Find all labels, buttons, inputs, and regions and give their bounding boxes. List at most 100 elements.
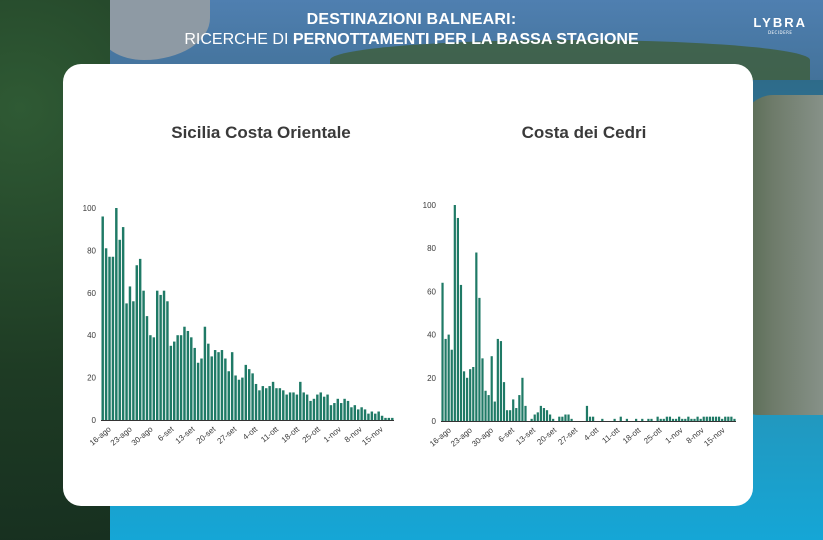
page-header: DESTINAZIONI BALNEARI: RICERCHE DI PERNO…	[0, 10, 823, 50]
chart-2-title: Costa dei Cedri	[522, 123, 647, 142]
chart-2-bar	[459, 284, 463, 421]
chart-1-xtick-label: 23-ago	[109, 424, 134, 447]
chart-1-bar	[302, 392, 305, 420]
chart-2-bar	[462, 371, 466, 421]
chart-1-bar	[193, 347, 196, 420]
chart-2-bar	[724, 416, 727, 421]
chart-1-bar	[190, 337, 193, 420]
chart-1-xtick-label: 4-ott	[241, 424, 260, 442]
chart-1-xtick-label: 27-set	[216, 424, 239, 446]
chart-2-bar	[570, 418, 573, 421]
chart-2-bar	[484, 390, 487, 421]
chart-2-bar	[662, 418, 665, 421]
chart-2-bar	[444, 338, 447, 421]
charts-svg: Sicilia Costa Orientale 0 20 40 60 80 100 16-ag…	[83, 123, 736, 449]
chart-2-xtick-label: 16-ago	[428, 425, 453, 448]
chart-2-bar	[561, 416, 564, 421]
chart-2-xtick-label: 25-ott	[642, 425, 664, 446]
chart-1-xtick-label: 30-ago	[130, 424, 155, 447]
chart-2-bar	[509, 410, 512, 421]
chart-1-bar	[196, 362, 200, 420]
chart-2-bar	[656, 416, 659, 421]
chart-1-bar	[275, 388, 278, 420]
chart-1-xtick-label: 11-ott	[259, 424, 281, 444]
chart-2-bar	[601, 418, 604, 421]
chart-1-bar	[149, 335, 152, 420]
chart-2-bar	[456, 217, 459, 421]
chart-1-bar	[241, 377, 244, 420]
chart-1-bar	[261, 386, 265, 420]
chart-1-bar	[108, 256, 111, 420]
chart-1-bar	[217, 352, 220, 420]
chart-2-bar	[717, 416, 721, 421]
chart-2-bar	[699, 418, 702, 421]
chart-1-bar	[237, 379, 241, 420]
chart-1-bar	[207, 343, 210, 420]
chart-1-bar	[360, 407, 363, 420]
chart-2-bar	[674, 418, 678, 421]
chart-2-bar	[647, 418, 650, 421]
chart-2-bar	[487, 395, 490, 421]
chart-2-bar	[472, 367, 475, 421]
chart-1-bar	[336, 398, 340, 420]
chart-1-bar	[247, 369, 251, 420]
chart-2-bar	[558, 416, 561, 421]
chart-2-bar	[714, 416, 718, 421]
chart-1-ytick-label: 0	[92, 416, 97, 425]
chart-2-bar	[441, 282, 444, 421]
chart-2-bar	[545, 410, 549, 421]
chart-1-bar	[326, 394, 329, 420]
chart-2-bar	[542, 408, 546, 421]
chart-1-bar	[370, 411, 374, 420]
chart-1-bar	[346, 400, 350, 420]
chart-2-bar	[475, 252, 478, 421]
chart-1-xtick-label: 15-nov	[360, 425, 385, 448]
chart-1-xtick-label: 20-set	[195, 424, 218, 446]
chart-2-bar	[567, 414, 570, 421]
chart-1-bar	[312, 398, 316, 420]
chart-1-bar	[128, 286, 132, 420]
chart-1-bar	[380, 415, 384, 420]
chart-1-bar	[309, 400, 312, 420]
chart-2-xtick-label: 27-set	[556, 425, 579, 447]
chart-1-bar	[210, 356, 213, 420]
chart-1-bar	[169, 345, 173, 420]
chart-2-bar	[727, 416, 730, 421]
chart-2-bar	[478, 297, 481, 421]
chart-1-bar	[227, 371, 230, 420]
chart-1-bar	[111, 256, 115, 420]
chart-1-bar	[132, 301, 135, 420]
chart-2-xtick-label: 4-ott	[582, 425, 601, 443]
chart-2-xtick-label: 6-set	[497, 425, 517, 444]
chart-1-bar	[254, 383, 258, 420]
chart-1-bar	[159, 294, 162, 420]
chart-2-bar	[635, 418, 638, 421]
chart-2-bar	[641, 418, 644, 421]
chart-1-bar	[319, 392, 322, 420]
chart-1-bar	[350, 407, 353, 420]
chart-2-bar	[613, 418, 616, 421]
chart-1-bar	[138, 258, 142, 420]
chart-2-bar	[502, 382, 506, 421]
chart-1-bar	[183, 326, 186, 420]
chart-2-bar	[733, 418, 736, 421]
chart-1-bar	[251, 373, 254, 420]
chart-1-bar	[101, 216, 104, 420]
chart-1-bar	[224, 358, 227, 420]
chart-2-bar	[625, 418, 629, 421]
chart-1-bar	[125, 303, 128, 420]
chart-2-bar	[539, 405, 542, 421]
chart-1-xtick-label: 13-set	[174, 424, 197, 446]
chart-1-xtick-label: 1-nov	[322, 425, 343, 445]
chart-2-bar	[481, 358, 484, 421]
chart-2-bar	[687, 416, 690, 421]
chart-1-bar	[363, 409, 367, 420]
chart-2-bar	[552, 418, 555, 421]
chart-1-bar	[213, 350, 217, 420]
chart-2-bar	[524, 405, 527, 421]
chart-2-ytick-label: 40	[427, 331, 436, 340]
chart-1-ytick-label: 100	[83, 204, 97, 213]
chart-2-bar	[518, 395, 521, 421]
chart-1-ytick-label: 80	[87, 246, 96, 255]
chart-2-bar	[530, 418, 533, 421]
